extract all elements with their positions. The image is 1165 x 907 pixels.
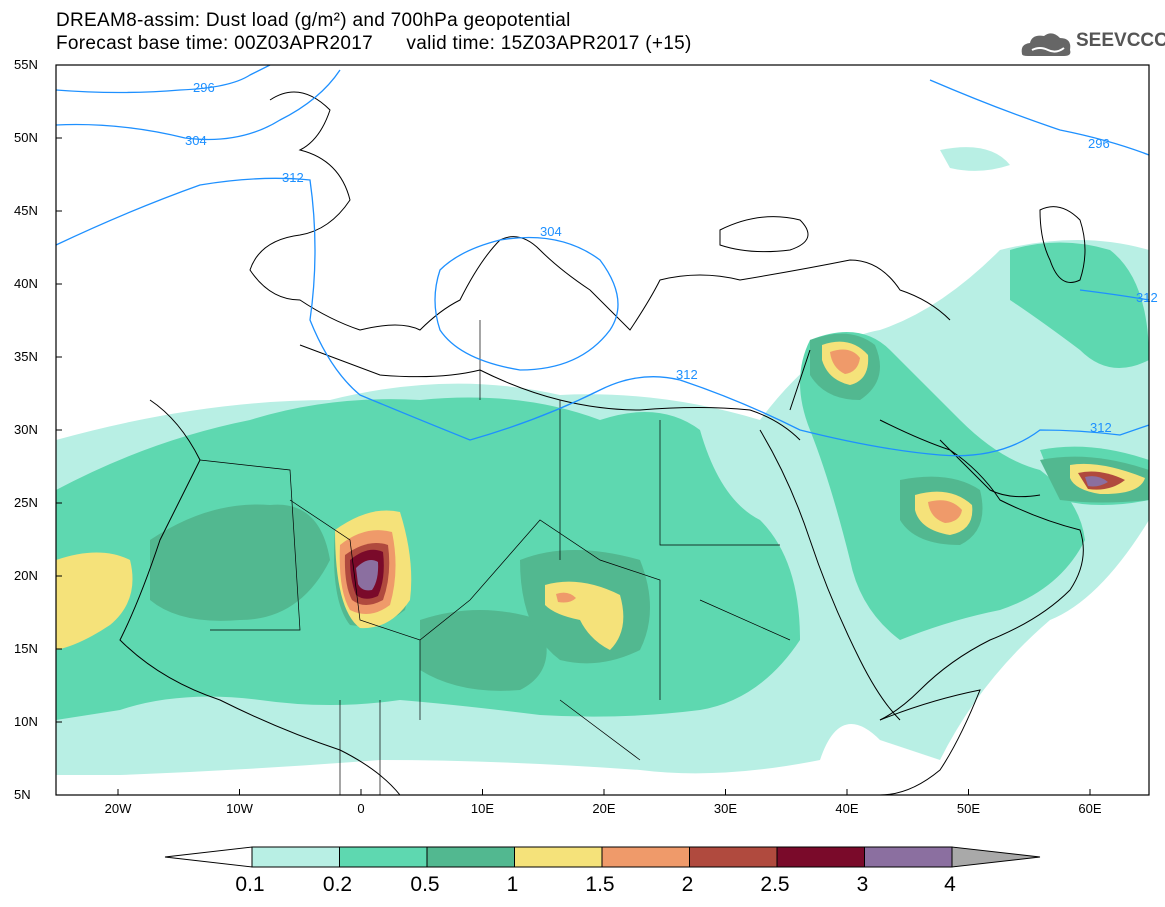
red-sea: [759, 429, 901, 721]
contour-304-west: [56, 69, 341, 141]
contour-label: 312: [1090, 420, 1112, 435]
dust-area-l3b: [420, 610, 547, 691]
contour-label: 296: [193, 80, 215, 95]
lat-label: 35N: [14, 349, 38, 364]
colorbar-segment: [776, 846, 865, 868]
colorbar-tick-label: 2: [681, 873, 694, 896]
lon-label: 40E: [835, 801, 859, 816]
lat-label: 45N: [14, 203, 38, 218]
contour-296-west: [56, 65, 271, 94]
colorbar-segment: [426, 846, 515, 868]
dust-area-l1b: [940, 147, 1010, 171]
lon-label: 0: [357, 801, 365, 816]
colorbar-segment: [514, 846, 603, 868]
lat-label: 10N: [14, 714, 38, 729]
lon-label: 50E: [956, 801, 981, 816]
dust-area-l2c: [1010, 242, 1149, 368]
contour-label: 312: [676, 367, 698, 382]
lat-label: 30N: [14, 422, 38, 437]
forecast-time: Forecast base time: 00Z03APR2017 valid t…: [56, 33, 692, 54]
colorbar-tick-label: 4: [944, 873, 956, 896]
dust-area-l8b: [1085, 476, 1108, 487]
contour-label-group: 296 304 312 304 312 312 296 312: [185, 80, 1158, 435]
dust-area-l4: [56, 552, 133, 650]
axis-ticks: [56, 64, 1091, 796]
cloud-icon: [1021, 33, 1071, 56]
geopotential-contours: [56, 65, 1149, 457]
lon-label: 20W: [104, 801, 132, 816]
colorbar-segment: [601, 846, 690, 868]
lat-label: 40N: [14, 276, 38, 291]
north-africa-coast: [299, 344, 801, 441]
dust-area-l8: [356, 560, 379, 591]
colorbar-segment: [864, 846, 953, 868]
lat-label: 25N: [14, 495, 38, 510]
colorbar-tick-label: 0.1: [235, 873, 265, 896]
lon-label: 30E: [713, 801, 738, 816]
lon-label: 10E: [470, 801, 495, 816]
lat-label: 15N: [14, 641, 38, 656]
contour-304-italy: [434, 236, 619, 371]
horn-africa: [879, 689, 981, 795]
colorbar-over-triangle: [951, 846, 1041, 868]
black-sea: [719, 216, 809, 253]
lat-label: 5N: [14, 787, 31, 802]
contour-312-west: [56, 177, 1149, 457]
colorbar-tick-label: 1: [506, 873, 519, 896]
colorbar-tick-label: 1.5: [585, 873, 615, 896]
lat-label: 50N: [14, 130, 38, 145]
contour-label: 304: [540, 224, 562, 239]
contour-label: 296: [1088, 136, 1110, 151]
dust-area-l3: [150, 504, 330, 621]
colorbar-under-triangle: [164, 846, 253, 868]
map-title: DREAM8-assim: Dust load (g/m²) and 700hP…: [56, 10, 571, 31]
colorbar-tick-label: 3: [856, 873, 869, 896]
dust-area-l5d: [556, 592, 576, 603]
colorbar-segment: [339, 846, 428, 868]
europe-coast: [249, 91, 951, 331]
colorbar-segment: [689, 846, 778, 868]
contour-label: 304: [185, 133, 207, 148]
lat-label: 20N: [14, 568, 38, 583]
colorbar-tick-label: 0.2: [322, 873, 353, 896]
colorbar-tick-label: 0.5: [410, 873, 440, 896]
colorbar-tick-label: 2.5: [760, 873, 790, 896]
contour-296-east: [929, 79, 1149, 156]
dust-area-l5c: [928, 500, 962, 523]
dust-area-l5b: [830, 349, 860, 374]
lon-label: 10W: [226, 801, 253, 816]
coastlines: [119, 91, 1086, 795]
lon-label: 60E: [1078, 801, 1102, 816]
lon-label: 20E: [592, 801, 616, 816]
contour-label: 312: [282, 170, 304, 185]
dust-field: [56, 147, 1149, 775]
contour-312-east: [1079, 289, 1149, 301]
logo-text: SEEVCCC: [1076, 30, 1165, 51]
colorbar: [164, 846, 1041, 868]
colorbar-segment: [251, 846, 340, 868]
lat-label: 55N: [14, 57, 38, 72]
contour-label: 312: [1136, 290, 1158, 305]
caspian-sea: [1039, 206, 1086, 283]
africa-coast: [119, 399, 401, 795]
